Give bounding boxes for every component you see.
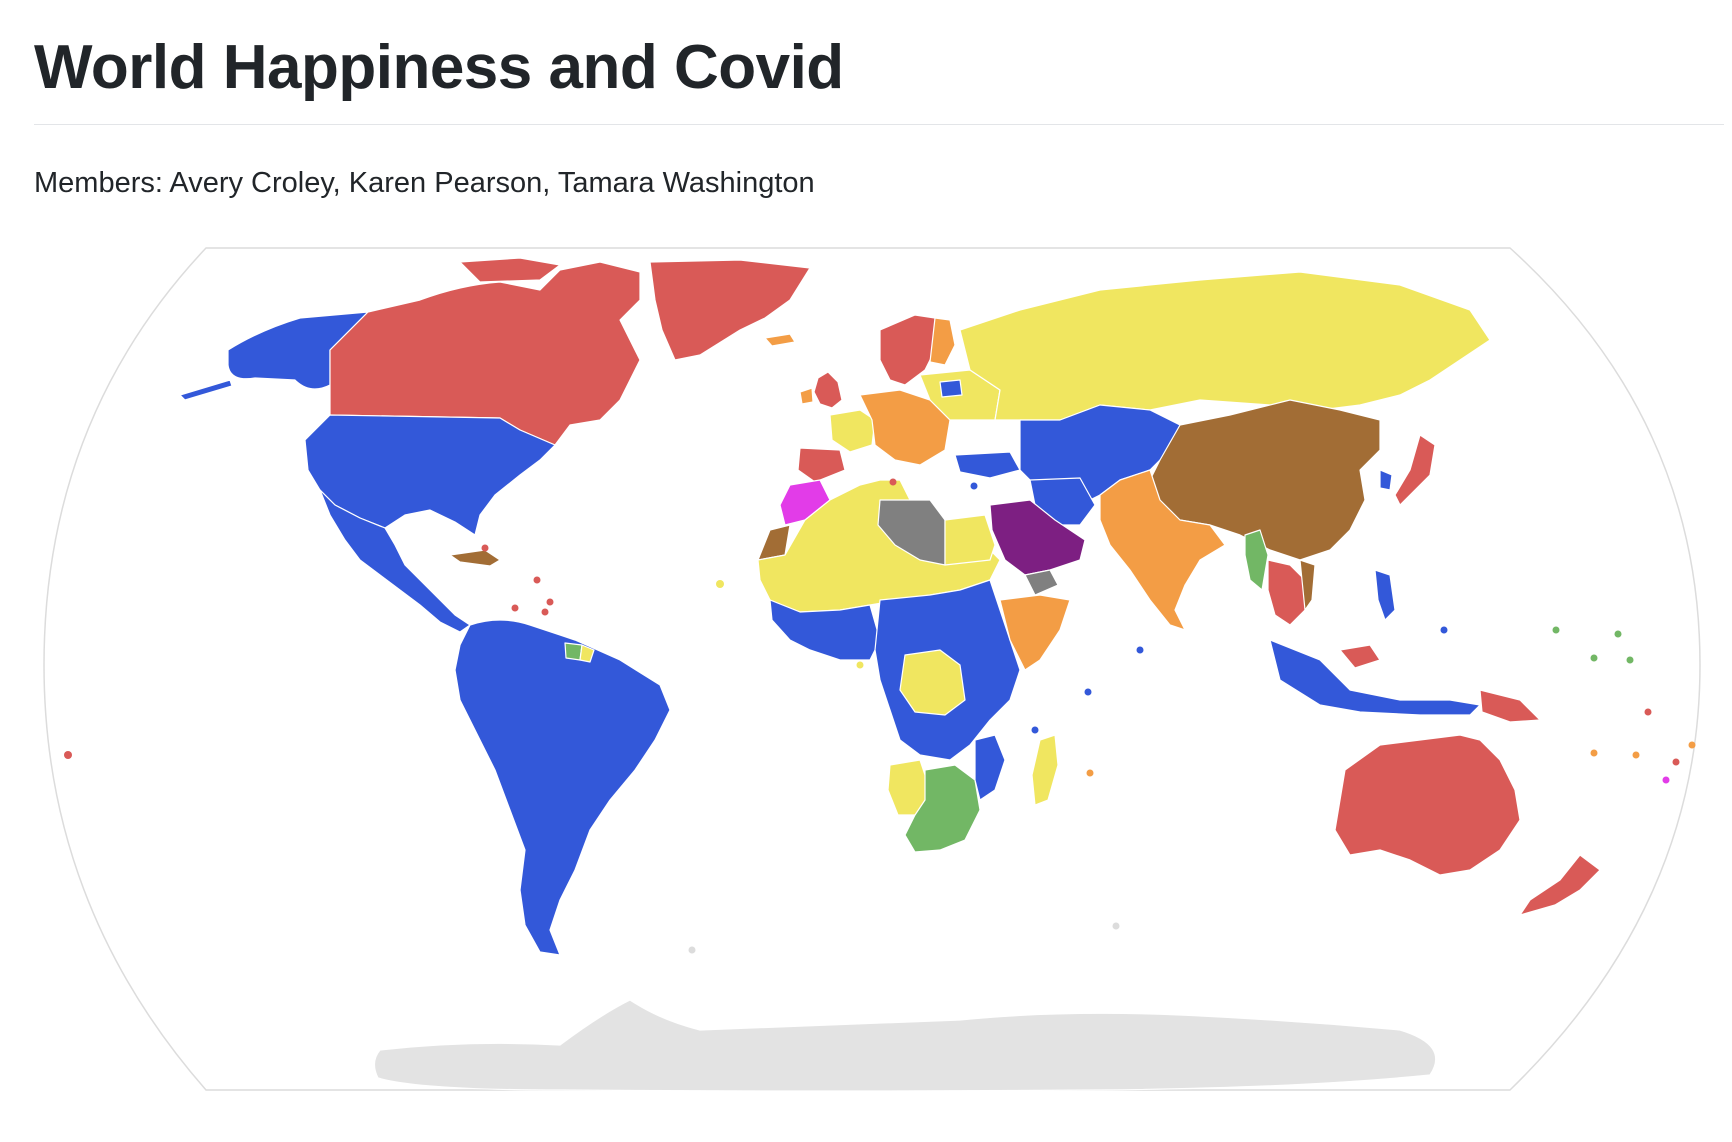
- region-indonesia[interactable]: [1269, 639, 1481, 716]
- region-ethiopia-somalia[interactable]: [999, 594, 1071, 671]
- region-new-zealand[interactable]: [1519, 854, 1601, 916]
- region-aleutians[interactable]: [179, 379, 233, 401]
- members-line: Members: Avery Croley, Karen Pearson, Ta…: [34, 167, 815, 199]
- page-title: World Happiness and Covid: [34, 33, 844, 102]
- region-finland[interactable]: [929, 317, 956, 366]
- region-russia[interactable]: [959, 271, 1491, 421]
- region-mozambique[interactable]: [974, 734, 1006, 801]
- region-myanmar[interactable]: [1244, 529, 1269, 591]
- region-turkey[interactable]: [954, 451, 1021, 479]
- region-png[interactable]: [1479, 689, 1541, 723]
- region-scandinavia[interactable]: [879, 314, 941, 386]
- region-caribbean-cuba[interactable]: [449, 549, 501, 567]
- region-south-america[interactable]: [454, 619, 671, 956]
- region-belarus[interactable]: [939, 379, 963, 398]
- region-greenland[interactable]: [649, 259, 811, 361]
- region-yemen[interactable]: [1024, 569, 1059, 596]
- region-antarctica[interactable]: [373, 999, 1437, 1092]
- region-egypt[interactable]: [944, 514, 996, 566]
- map-outline: [43, 247, 1701, 1091]
- region-ireland[interactable]: [799, 387, 814, 405]
- region-iceland[interactable]: [764, 333, 796, 347]
- region-guiana[interactable]: [564, 642, 583, 661]
- region-west-africa[interactable]: [769, 599, 881, 661]
- region-france[interactable]: [829, 409, 876, 453]
- title-divider: [34, 124, 1724, 125]
- region-central-europe[interactable]: [859, 389, 951, 466]
- region-india[interactable]: [1099, 469, 1226, 631]
- region-madagascar[interactable]: [1031, 734, 1059, 806]
- region-southeast-asia[interactable]: [1267, 559, 1311, 626]
- region-philippines[interactable]: [1374, 569, 1396, 621]
- region-spain[interactable]: [797, 447, 846, 483]
- region-australia[interactable]: [1334, 734, 1521, 876]
- region-libya[interactable]: [877, 499, 946, 566]
- region-japan[interactable]: [1394, 434, 1436, 506]
- region-french-guiana[interactable]: [579, 644, 595, 663]
- region-malaysia[interactable]: [1339, 644, 1381, 669]
- region-uk[interactable]: [813, 371, 843, 409]
- region-vietnam[interactable]: [1299, 559, 1316, 611]
- region-southern-africa[interactable]: [904, 764, 981, 853]
- region-saudi-arabia[interactable]: [989, 499, 1086, 576]
- region-canada-arctic[interactable]: [459, 257, 561, 283]
- region-korea[interactable]: [1379, 469, 1393, 491]
- region-drc[interactable]: [899, 649, 966, 716]
- small-islands: [64, 478, 1696, 954]
- region-alaska[interactable]: [227, 311, 369, 390]
